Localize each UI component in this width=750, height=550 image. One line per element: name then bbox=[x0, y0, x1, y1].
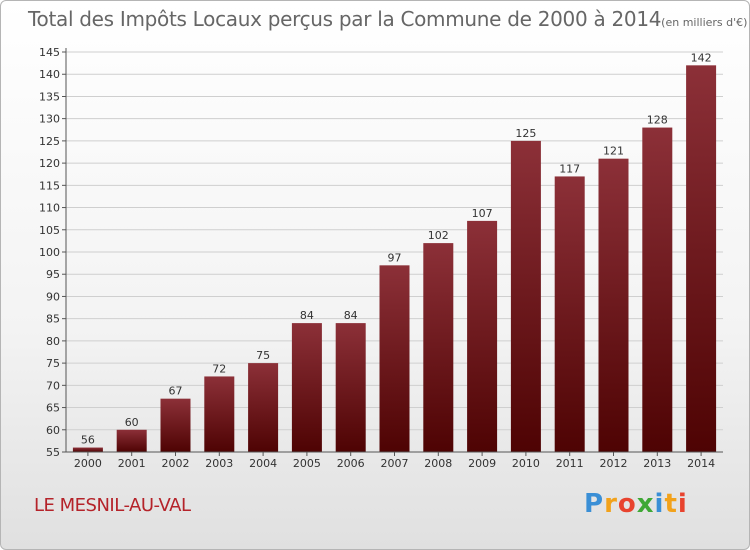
logo-letter: x bbox=[636, 489, 655, 519]
y-tick-label: 70 bbox=[46, 379, 60, 392]
bar bbox=[642, 127, 673, 453]
bar bbox=[554, 176, 585, 452]
bar bbox=[379, 265, 410, 452]
x-tick-label: 2007 bbox=[381, 457, 409, 470]
x-tick-label: 2002 bbox=[162, 457, 190, 470]
x-tick-label: 2012 bbox=[600, 457, 628, 470]
bar bbox=[598, 158, 629, 452]
data-label: 97 bbox=[388, 251, 402, 264]
x-tick-label: 2008 bbox=[424, 457, 452, 470]
logo-letter: P bbox=[584, 489, 605, 519]
y-tick-label: 120 bbox=[39, 157, 60, 170]
data-label: 72 bbox=[212, 362, 226, 375]
x-tick-label: 2000 bbox=[74, 457, 102, 470]
bar bbox=[204, 376, 235, 452]
data-label: 125 bbox=[515, 127, 536, 140]
data-label: 128 bbox=[647, 114, 668, 127]
proxiti-logo: Proxiti bbox=[584, 489, 688, 519]
data-label: 56 bbox=[81, 434, 95, 447]
bar bbox=[291, 323, 322, 452]
y-tick-label: 135 bbox=[39, 90, 60, 103]
bar bbox=[510, 140, 541, 452]
data-label: 84 bbox=[300, 309, 314, 322]
y-tick-label: 110 bbox=[39, 202, 60, 215]
data-label: 121 bbox=[603, 145, 624, 158]
x-tick-label: 2010 bbox=[512, 457, 540, 470]
y-tick-label: 130 bbox=[39, 113, 60, 126]
logo-letter: t bbox=[664, 489, 678, 519]
x-tick-label: 2001 bbox=[118, 457, 146, 470]
data-label: 67 bbox=[169, 385, 183, 398]
data-label: 60 bbox=[125, 416, 139, 429]
bar bbox=[335, 323, 366, 452]
commune-name: LE MESNIL-AU-VAL bbox=[34, 495, 191, 516]
y-tick-label: 75 bbox=[46, 357, 60, 370]
bar bbox=[248, 363, 279, 452]
y-tick-label: 115 bbox=[39, 179, 60, 192]
bar bbox=[160, 398, 191, 452]
x-tick-label: 2014 bbox=[687, 457, 715, 470]
y-tick-label: 95 bbox=[46, 268, 60, 281]
y-tick-label: 85 bbox=[46, 313, 60, 326]
y-tick-label: 55 bbox=[46, 446, 60, 459]
bar bbox=[686, 65, 717, 452]
y-tick-label: 100 bbox=[39, 246, 60, 259]
data-label: 84 bbox=[344, 309, 358, 322]
x-tick-label: 2013 bbox=[643, 457, 671, 470]
x-tick-label: 2011 bbox=[556, 457, 584, 470]
chart-title-main: Total des Impôts Locaux perçus par la Co… bbox=[28, 7, 662, 31]
x-tick-label: 2003 bbox=[205, 457, 233, 470]
y-tick-label: 145 bbox=[39, 46, 60, 59]
y-tick-label: 105 bbox=[39, 224, 60, 237]
x-tick-label: 2005 bbox=[293, 457, 321, 470]
bar bbox=[72, 447, 103, 452]
logo-letter: r bbox=[604, 489, 618, 519]
logo-letter: i bbox=[654, 489, 665, 519]
data-label: 107 bbox=[472, 207, 493, 220]
y-tick-label: 140 bbox=[39, 68, 60, 81]
y-tick-label: 60 bbox=[46, 424, 60, 437]
chart-title: Total des Impôts Locaux perçus par la Co… bbox=[28, 7, 747, 31]
data-label: 117 bbox=[559, 162, 580, 175]
x-tick-label: 2009 bbox=[468, 457, 496, 470]
chart-title-unit: (en milliers d'€) bbox=[661, 16, 748, 29]
logo-letter: o bbox=[617, 489, 637, 519]
y-tick-label: 80 bbox=[46, 335, 60, 348]
data-label: 142 bbox=[691, 51, 712, 64]
data-label: 102 bbox=[428, 229, 449, 242]
y-tick-label: 90 bbox=[46, 290, 60, 303]
data-label: 75 bbox=[256, 349, 270, 362]
logo-letter: i bbox=[677, 489, 688, 519]
bar bbox=[116, 429, 147, 452]
y-tick-label: 125 bbox=[39, 135, 60, 148]
x-tick-label: 2006 bbox=[337, 457, 365, 470]
y-tick-label: 65 bbox=[46, 402, 60, 415]
bar bbox=[423, 243, 454, 452]
bar bbox=[467, 220, 498, 452]
x-tick-label: 2004 bbox=[249, 457, 277, 470]
